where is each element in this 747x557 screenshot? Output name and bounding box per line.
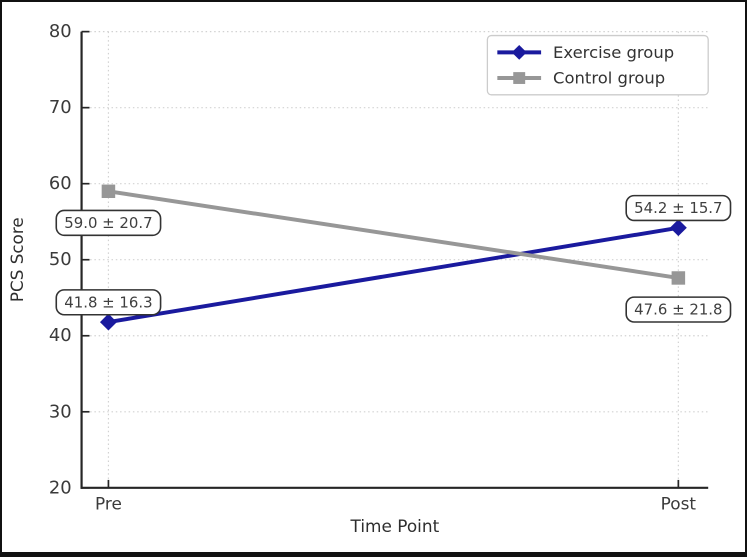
diamond-marker [669, 219, 687, 237]
exercise-group-line [108, 225, 679, 325]
annotation-box [55, 289, 162, 316]
y-tick-label: 30 [49, 401, 72, 422]
y-axis-label: PCS Score [7, 217, 27, 302]
legend-label: Control group [553, 69, 665, 88]
y-tick-label: 60 [49, 173, 72, 194]
x-tick-label: Pre [95, 494, 122, 514]
y-tick-label: 20 [49, 477, 72, 498]
annotation-label: 47.6 ± 21.8 [634, 301, 722, 319]
annotation-label: 59.0 ± 20.7 [64, 214, 152, 232]
annotation-box [55, 209, 162, 237]
annotation-box [625, 296, 732, 323]
y-tick-label: 40 [49, 325, 72, 346]
y-tick-label: 70 [49, 97, 72, 118]
y-tick-label: 80 [49, 21, 72, 42]
annotation-box [625, 194, 732, 222]
x-tick-label: Post [661, 494, 697, 514]
legend-diamond-marker [511, 44, 527, 60]
square-marker [671, 271, 686, 285]
legend-label: Exercise group [553, 43, 674, 62]
annotation-label: 54.2 ± 15.7 [634, 199, 722, 217]
square-marker [101, 184, 116, 199]
diamond-marker [99, 313, 117, 331]
x-axis-label: Time Point [350, 516, 440, 536]
legend-square-marker [513, 72, 526, 84]
control-group-line [108, 189, 679, 280]
annotation-label: 41.8 ± 16.3 [64, 293, 152, 311]
legend-box [486, 34, 709, 96]
y-tick-label: 50 [49, 249, 72, 270]
